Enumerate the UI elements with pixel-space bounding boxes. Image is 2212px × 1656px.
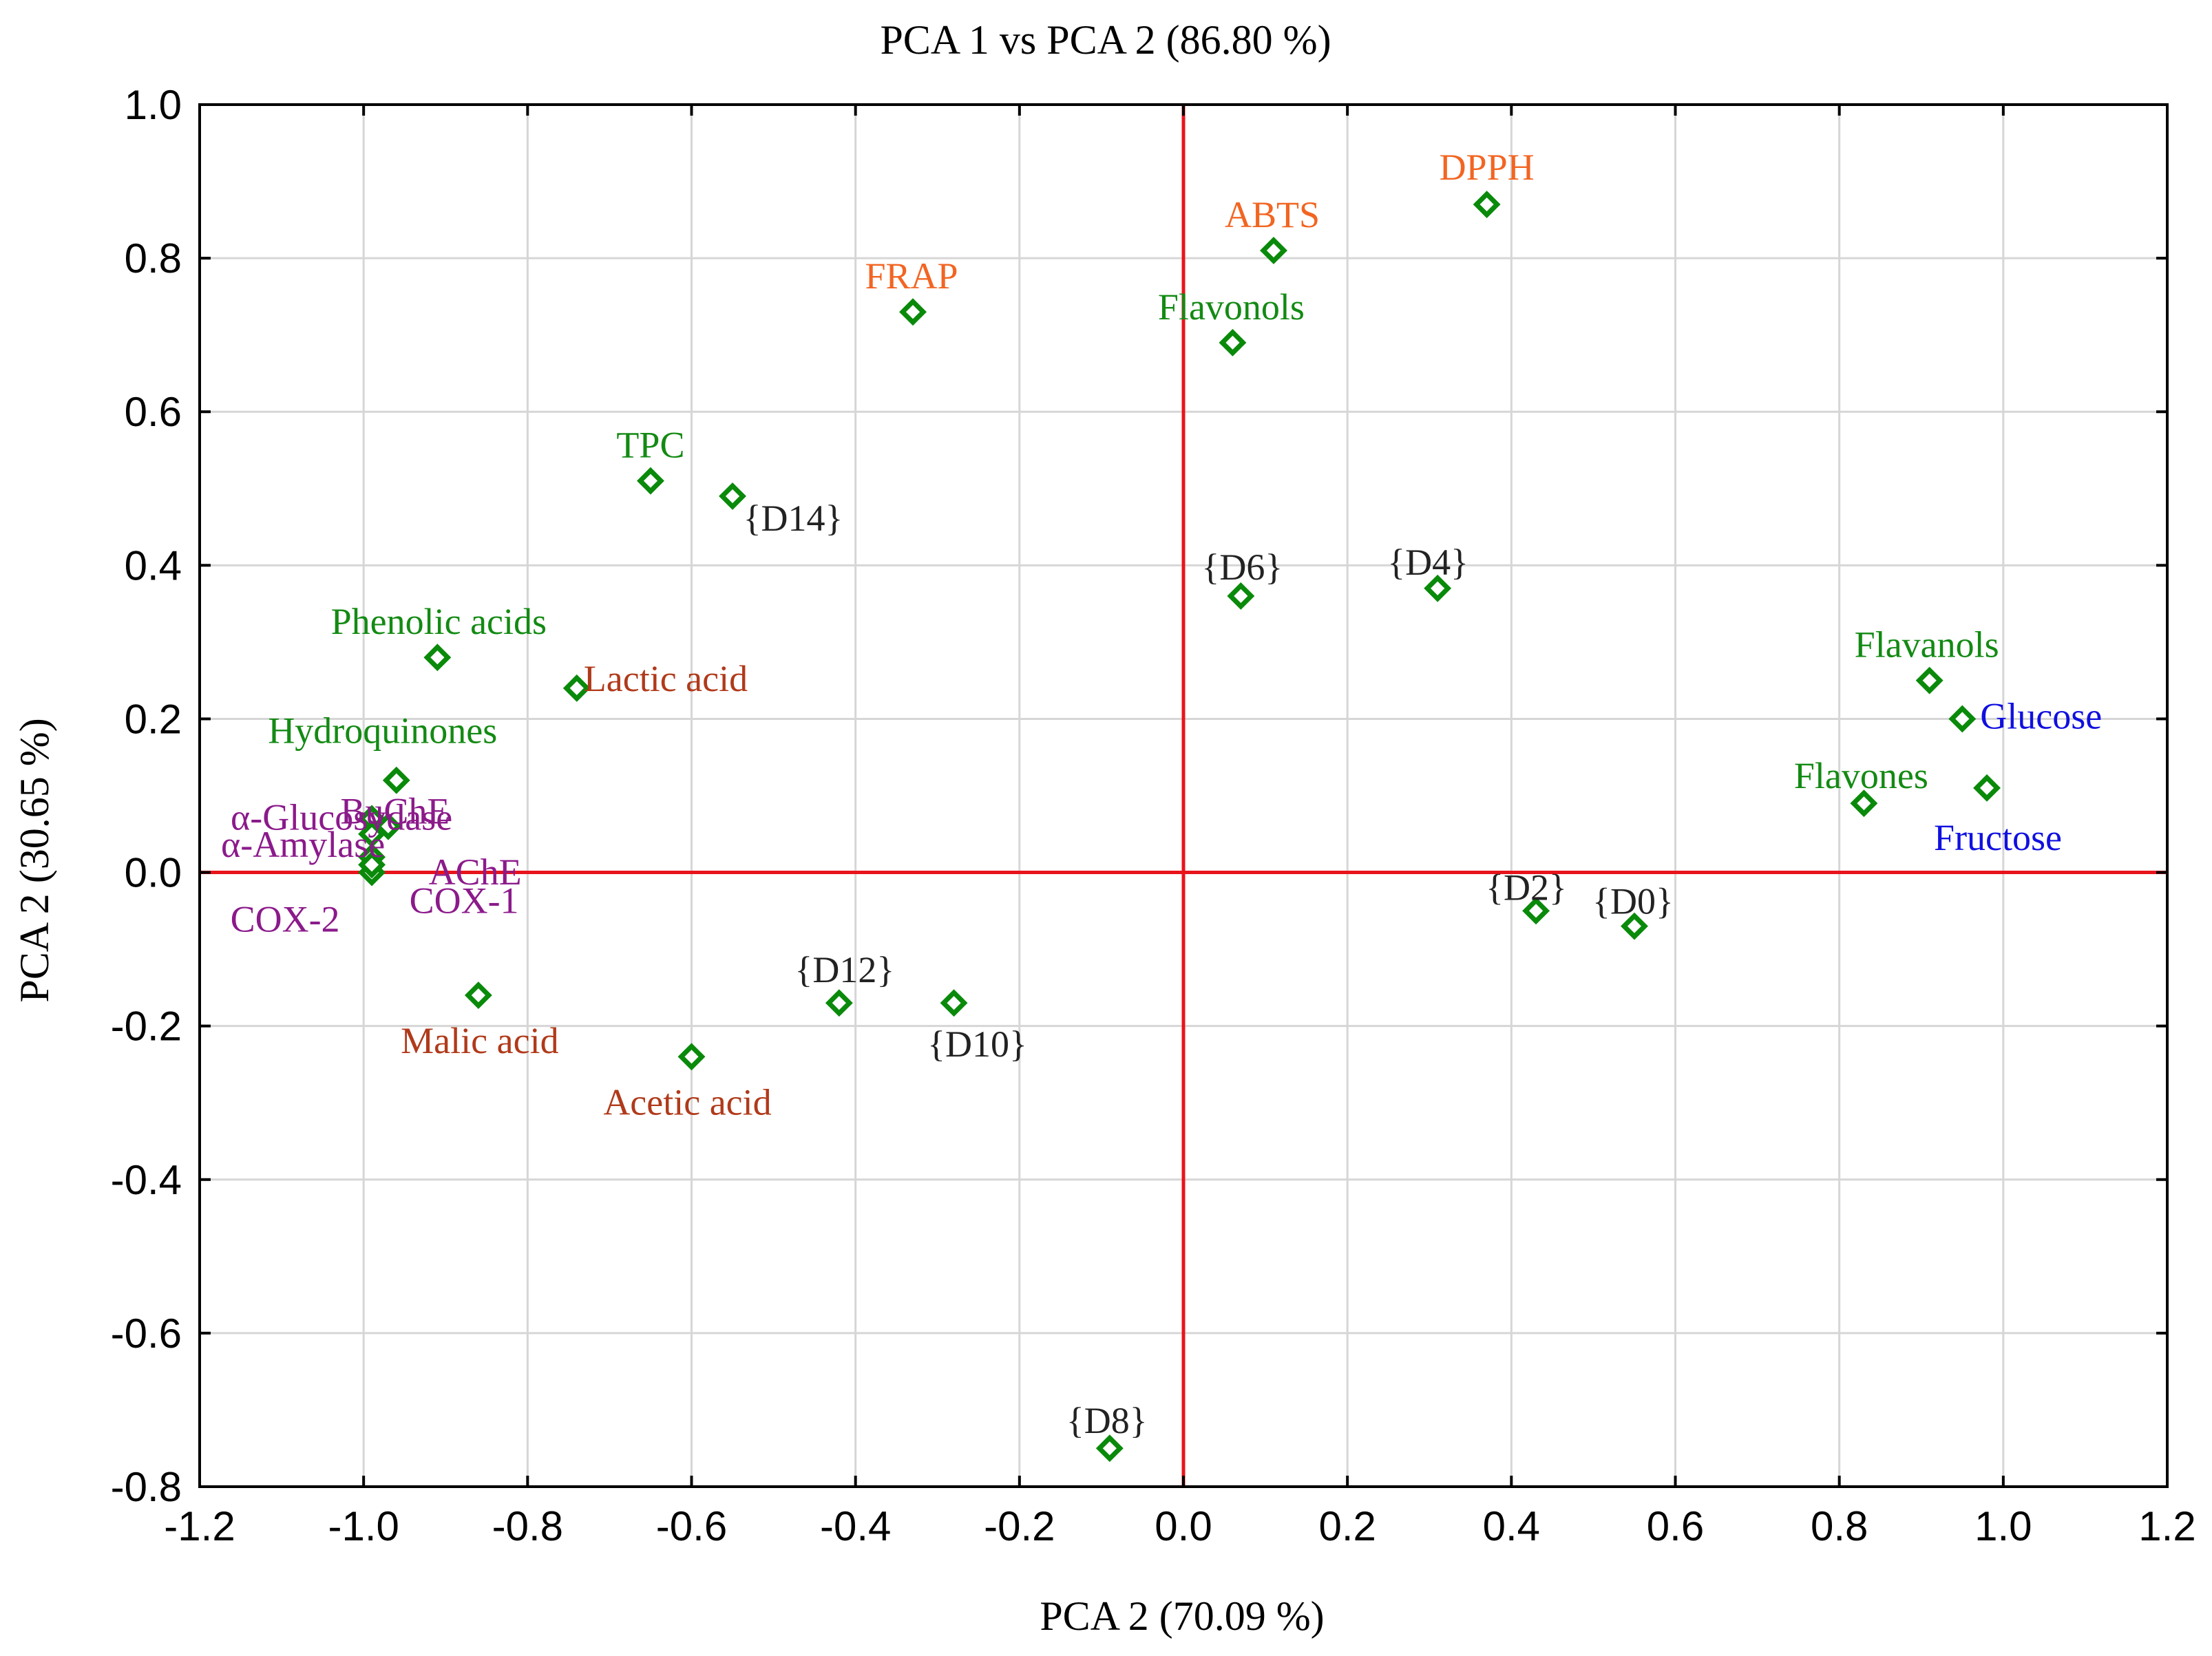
x-tick-label: -1.0 [328,1503,399,1549]
chart-title: PCA 1 vs PCA 2 (86.80 %) [880,17,1331,63]
point-label-cox-2: COX-2 [231,899,340,940]
point-marker-d14 [719,482,746,510]
y-tick-label: 0.4 [125,542,182,588]
point-marker-abts [1260,237,1287,264]
point-label-buche: BuChE [340,791,450,832]
point-marker-malic-acid [464,981,492,1009]
x-tick-label: 0.0 [1155,1503,1212,1549]
y-tick-label: -0.2 [111,1004,182,1050]
point-marker-dpph [1473,191,1501,218]
point-marker-hydroquinones [382,766,410,794]
y-tick-label: -0.6 [111,1310,182,1357]
point-labels: DPPH ABTS FRAP Flavonols TPC {D14} {D6} {D4} Phe… [221,147,2102,1441]
point-marker-d4 [1424,574,1452,602]
x-tick-label: 0.4 [1483,1503,1540,1549]
point-marker-d6 [1227,582,1255,610]
point-marker-phenolic-acids [423,644,452,672]
point-marker-buche [374,812,402,840]
point-label-flavones: Flavones [1794,755,1928,796]
data-points [358,191,2001,1463]
point-label-glucosydase: α-Glucosydase [231,796,452,838]
point-marker-d10 [940,989,968,1017]
point-marker-acetic-acid [677,1043,706,1071]
point-label-frap: FRAP [865,255,958,297]
x-tick-label: 0.8 [1811,1503,1868,1549]
x-tick-label: 1.0 [1974,1503,2032,1549]
point-label-d6: {D6} [1201,546,1283,588]
x-tick-label: -0.6 [656,1503,727,1549]
point-label-amylase: α-Amylase [221,824,385,865]
point-marker-tpc [637,467,664,495]
point-marker-glucose [1948,705,1977,733]
x-tick-label: -0.8 [492,1503,563,1549]
x-tick-label: 0.2 [1318,1503,1376,1549]
point-label-dpph: DPPH [1440,147,1535,188]
point-label-d10: {D10} [927,1023,1027,1065]
x-tick-label: -0.2 [984,1503,1055,1549]
point-label-flavanols: Flavanols [1855,624,1999,666]
point-label-tpc: TPC [616,425,684,466]
x-tick-label: 1.2 [2138,1503,2195,1549]
point-marker-flavones [1850,789,1878,818]
point-marker-flavonols [1219,328,1247,357]
point-marker-fructose [1973,774,2001,802]
y-tick-label: -0.4 [111,1157,182,1203]
y-tick-label: -0.8 [111,1464,182,1510]
reference-lines [200,105,2167,1487]
point-label-flavonols: Flavonols [1158,286,1305,328]
point-label-d8: {D8} [1066,1400,1148,1441]
point-label-phenolic-acids: Phenolic acids [331,601,547,642]
x-axis-label: PCA 2 (70.09 %) [1040,1593,1324,1639]
point-marker-d12 [825,989,853,1017]
point-label-d12: {D12} [794,949,894,990]
point-label-fructose: Fructose [1934,817,2062,858]
point-label-d4: {D4} [1387,542,1468,583]
point-label-d14: {D14} [744,498,843,539]
point-marker-d8 [1095,1434,1124,1463]
x-tick-label: -0.4 [820,1503,891,1549]
point-marker-d2 [1522,897,1550,925]
y-tick-label: 0.8 [125,235,182,282]
y-tick-label: 1.0 [125,82,182,128]
point-label-cox-1: COX-1 [410,880,519,921]
point-marker-frap [899,298,927,326]
y-tick-label: 0.2 [125,696,182,742]
point-marker-d0 [1621,912,1648,940]
point-marker-cox-1 [358,851,386,879]
point-label-d2: {D2} [1486,867,1567,908]
y-tick-label: 0.6 [125,389,182,435]
point-marker-lactic-acid [562,674,591,702]
point-marker-flavanols [1915,666,1944,694]
point-label-acetic-acid: Acetic acid [603,1081,771,1123]
point-label-d0: {D0} [1592,881,1674,922]
x-tick-label: -1.2 [164,1503,235,1549]
y-tick-label: 0.0 [125,850,182,896]
x-tick-label: 0.6 [1647,1503,1704,1549]
axis-ticks: -1.2 -1.0 -0.8 -0.6 -0.4 -0.2 0.0 0.2 0.4 0.6 0.8 1… [111,82,2196,1549]
point-label-ache: AChE [429,851,522,893]
point-label-malic-acid: Malic acid [401,1020,558,1061]
point-label-abts: ABTS [1225,194,1320,235]
point-label-lactic-acid: Lactic acid [584,658,748,699]
y-axis-label: PCA 2 (30.65 %) [12,718,57,1002]
point-label-glucose: Glucose [1980,695,2102,736]
point-label-hydroquinones: Hydroquinones [268,710,497,752]
